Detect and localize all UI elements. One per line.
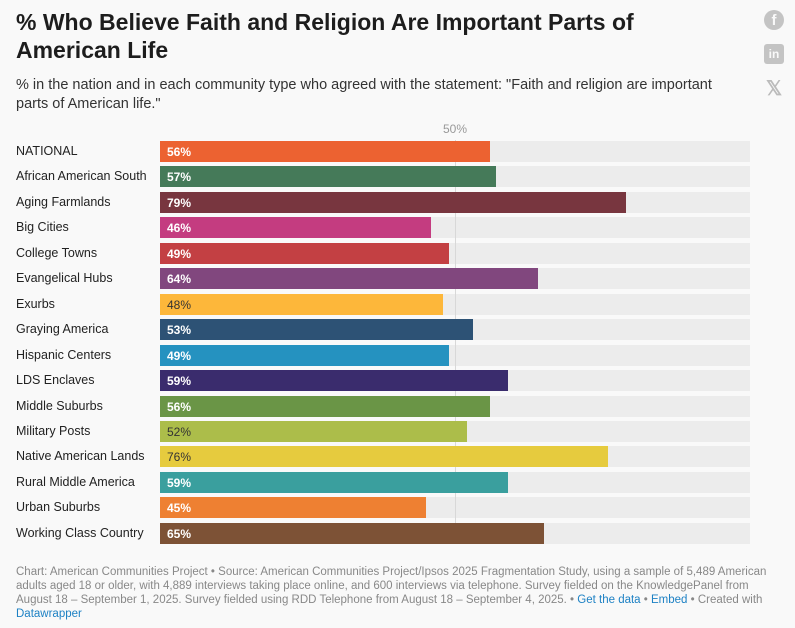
category-label: Native American Lands [16,449,145,464]
bar: 76% [160,446,609,468]
bar-row: Evangelical Hubs 64% [0,268,750,290]
category-label: Aging Farmlands [16,194,111,209]
value-label: 79% [167,195,192,210]
category-label: Hispanic Centers [16,347,112,362]
category-label: Big Cities [16,220,69,235]
value-label: 53% [167,323,192,338]
bar-row: NATIONAL 56% [0,141,750,162]
value-label: 48% [167,297,192,312]
bar: 57% [160,166,497,188]
bar: 59% [160,471,509,493]
bar-row: Native American Lands 76% [0,446,750,468]
bar-row: Aging Farmlands 79% [0,191,750,213]
bar-row: Big Cities 46% [0,217,750,239]
bar: 79% [160,191,627,213]
bar-row: Military Posts 52% [0,420,750,442]
bar: 49% [160,344,450,366]
footer-source: Chart: American Communities Project • So… [16,566,767,606]
category-label: Working Class Country [16,525,144,540]
category-label: Evangelical Hubs [16,271,113,286]
bar-chart: 50% NATIONAL 56% African American South 5… [0,118,795,548]
bar-row: College Towns 49% [0,242,750,264]
gridline-50 [455,140,456,544]
bar: 49% [160,242,450,264]
category-label: LDS Enclaves [16,373,95,388]
bar: 56% [160,395,491,417]
bar-row: African American South 57% [0,166,750,188]
category-label: Graying America [16,322,109,337]
value-label: 49% [167,348,192,363]
category-label: NATIONAL [16,144,78,158]
category-label: Military Posts [16,423,91,438]
value-label: 56% [167,399,192,414]
bar: 56% [160,141,491,162]
facebook-icon[interactable]: f [764,10,784,30]
bar: 45% [160,497,426,519]
category-label: Exurbs [16,296,55,311]
bar: 52% [160,420,467,442]
bar-row: Rural Middle America 59% [0,471,750,493]
bar: 53% [160,319,473,341]
bar: 65% [160,522,544,544]
footer: Chart: American Communities Project • So… [16,565,786,621]
footer-created: • Created with [687,594,763,606]
get-data-link[interactable]: Get the data [577,594,641,606]
value-label: 56% [167,145,192,159]
value-label: 76% [167,450,192,465]
footer-separator: • [640,594,651,606]
bar-row: Graying America 53% [0,319,750,341]
value-label: 64% [167,272,192,287]
bar: 48% [160,293,444,315]
bar-row: LDS Enclaves 59% [0,370,750,392]
bar-row: Hispanic Centers 49% [0,344,750,366]
bar-row: Middle Suburbs 56% [0,395,750,417]
category-label: Urban Suburbs [16,500,101,515]
value-label: 59% [167,475,192,490]
tick-label-50: 50% [442,122,468,136]
datawrapper-link[interactable]: Datawrapper [16,608,82,620]
bar-row: Exurbs 48% [0,293,750,315]
chart-title: % Who Believe Faith and Religion Are Imp… [16,9,634,63]
value-label: 46% [167,221,192,236]
category-label: Rural Middle America [16,474,135,489]
bar-row: Urban Suburbs 45% [0,497,750,519]
value-label: 45% [167,501,192,516]
value-label: 57% [167,170,192,185]
bar: 46% [160,217,432,239]
share-icons: f in 𝕏 [764,10,784,100]
bar-row: Working Class Country 65% [0,522,750,544]
category-label: College Towns [16,245,98,260]
bar: 59% [160,370,509,392]
category-label: African American South [16,169,147,184]
chart-subtitle: % in the nation and in each community ty… [16,77,712,112]
value-label: 52% [167,424,192,439]
x-icon[interactable]: 𝕏 [765,77,783,100]
value-label: 49% [167,246,192,261]
category-label: Middle Suburbs [16,398,103,413]
value-label: 59% [167,374,192,389]
bar: 64% [160,268,538,290]
linkedin-icon[interactable]: in [764,44,784,64]
embed-link[interactable]: Embed [651,594,688,606]
value-label: 65% [167,526,192,541]
